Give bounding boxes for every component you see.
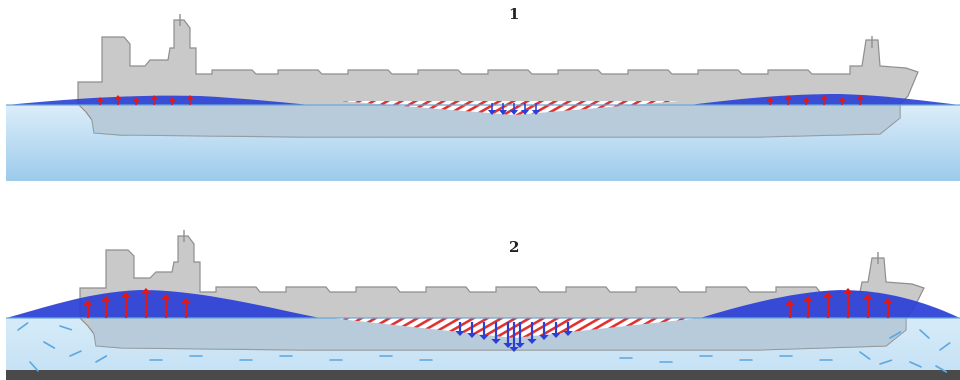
panel-label-2: 2 (509, 238, 520, 256)
flow-dash (17, 322, 29, 331)
arrow-down-icon (455, 322, 465, 336)
arrow-down-icon (467, 322, 477, 338)
buoyancy-wave-bow (6, 95, 310, 105)
arrow-down-icon (487, 103, 497, 115)
arrow-up-icon (765, 97, 775, 105)
arrow-down-icon (551, 322, 561, 338)
flow-dash (43, 341, 56, 349)
arrow-down-icon (491, 322, 501, 344)
arrow-up-icon (883, 298, 893, 318)
arrow-up-icon (131, 97, 141, 105)
arrow-up-icon (819, 95, 829, 105)
panel-floating (6, 14, 960, 181)
submerged-hull (86, 105, 900, 137)
flow-dash (59, 325, 73, 331)
flow-dash (889, 331, 902, 339)
arrow-up-icon (843, 288, 853, 318)
arrow-down-icon (515, 322, 525, 348)
arrow-down-icon (563, 322, 573, 336)
flow-dash (859, 351, 871, 360)
arrow-down-icon (503, 322, 513, 348)
arrow-up-icon (181, 298, 191, 318)
arrow-up-icon (113, 95, 123, 105)
arrow-up-icon (855, 95, 865, 105)
arrow-up-icon (823, 292, 833, 318)
flow-dash (29, 361, 39, 372)
panel-sagging (6, 230, 960, 380)
arrow-down-icon (531, 103, 541, 115)
arrow-down-icon (539, 322, 549, 340)
arrow-down-icon (498, 103, 508, 115)
buoyancy-wave-stern (700, 290, 960, 318)
panel-label-1: 1 (509, 5, 520, 23)
arrow-up-icon (95, 97, 105, 105)
arrow-up-icon (837, 97, 847, 105)
arrow-up-icon (83, 300, 93, 318)
arrow-down-icon (520, 103, 530, 115)
arrow-up-icon (101, 296, 111, 318)
arrow-up-icon (863, 294, 873, 318)
arrow-up-icon (785, 300, 795, 318)
arrow-up-icon (141, 288, 151, 318)
flow-dash (69, 350, 82, 357)
arrow-down-icon (479, 322, 489, 340)
arrow-up-icon (803, 296, 813, 318)
arrow-up-icon (167, 97, 177, 105)
force-arrows (83, 288, 893, 352)
force-arrows (95, 95, 865, 115)
arrow-up-icon (783, 95, 793, 105)
arrow-up-icon (121, 292, 131, 318)
flow-dash (935, 365, 948, 373)
arrow-down-icon (527, 322, 537, 344)
flow-dash (939, 342, 951, 351)
flow-dash (95, 355, 108, 363)
flow-dash (909, 361, 922, 368)
flow-dash (919, 329, 930, 339)
water-flow (17, 322, 951, 373)
arrow-up-icon (185, 95, 195, 105)
arrow-up-icon (149, 95, 159, 105)
arrow-up-icon (161, 294, 171, 318)
arrow-down-icon (509, 103, 519, 115)
arrow-down-icon (509, 322, 519, 352)
buoyancy-wave-bow (6, 290, 320, 318)
arrow-up-icon (801, 97, 811, 105)
flow-dash (879, 359, 893, 365)
seabed (6, 370, 960, 380)
